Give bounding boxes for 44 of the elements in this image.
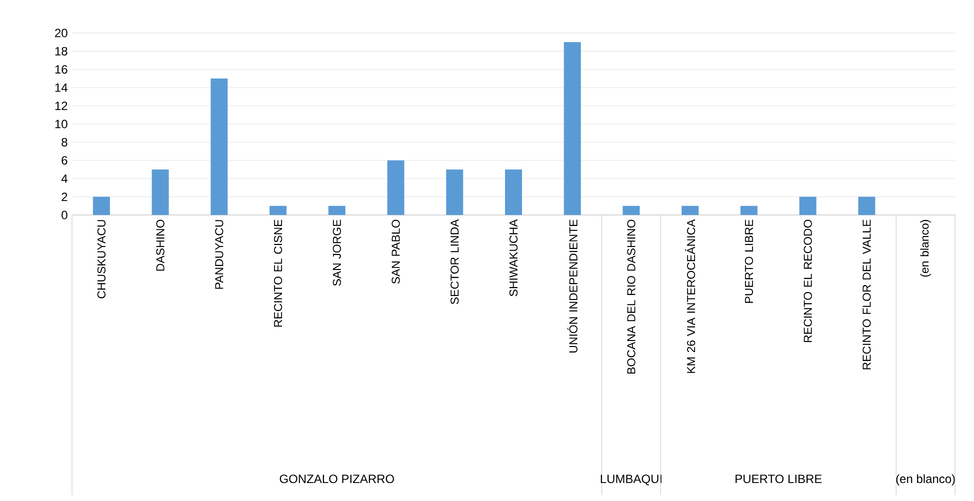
bar <box>152 170 169 215</box>
x-tick-label: RECINTO EL CISNE <box>274 220 282 327</box>
x-tick-label: PANDUYACU <box>215 220 224 289</box>
y-tick-label: 4 <box>61 174 68 183</box>
bar <box>564 42 581 215</box>
x-tick-label: RECINTO EL RECODO <box>804 220 812 342</box>
bar <box>210 78 228 215</box>
text: LUMBAQUI <box>600 474 662 486</box>
x-tick-label: DASHINO <box>156 220 164 271</box>
bar <box>858 196 876 215</box>
bar <box>387 160 404 215</box>
bar <box>622 206 640 215</box>
bar <box>270 206 287 215</box>
x-tick-label: RECINTO FLOR DEL VALLE <box>862 220 871 370</box>
bar <box>446 170 464 215</box>
text: (en blanco) <box>896 474 955 486</box>
x-tick-label: SAN PABLO <box>392 220 400 284</box>
x-tick-label: UNIÓN INDEPENDIENTE <box>567 220 578 352</box>
y-tick-label: 2 <box>62 192 68 201</box>
y-tick-label: 14 <box>55 83 68 92</box>
y-tick-label: 10 <box>55 120 68 128</box>
y-tick-label: 18 <box>55 46 68 56</box>
x-tick-label: (en blanco) <box>920 220 931 277</box>
bar <box>799 196 816 215</box>
y-tick-label: 12 <box>55 102 68 110</box>
y-tick-label: 20 <box>55 28 68 38</box>
x-tick-label: SAN JORGE <box>332 220 341 286</box>
x-tick-label: BOCANA DEL RIO DASHINO <box>627 220 636 374</box>
x-tick-label: KM 26 VIA INTEROCEÁNICA <box>685 219 696 373</box>
text: GONZALO PIZARRO <box>280 474 394 484</box>
bar <box>505 170 522 215</box>
x-tick-label: SECTOR LINDA <box>450 219 459 304</box>
bar <box>92 196 110 215</box>
x-tick-label: CHUSKUYACU <box>97 220 106 298</box>
x-tick-label: PUERTO LIBRE <box>744 220 754 303</box>
text: PUERTO LIBRE <box>736 474 822 484</box>
bar <box>682 206 699 215</box>
y-tick-label: 16 <box>55 65 68 74</box>
bar <box>328 206 346 215</box>
y-tick-label: 6 <box>62 156 68 165</box>
y-tick-label: 0 <box>62 210 68 220</box>
y-tick-label: 8 <box>62 138 68 146</box>
bar <box>740 206 758 215</box>
x-tick-label: SHIWAKUCHA <box>509 219 518 296</box>
